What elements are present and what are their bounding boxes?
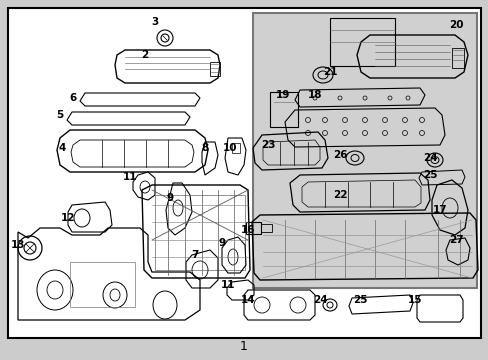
Text: 11: 11 bbox=[122, 172, 137, 182]
Text: 5: 5 bbox=[56, 110, 63, 120]
Bar bbox=[245, 222, 261, 234]
Text: 1: 1 bbox=[240, 341, 247, 354]
Text: 7: 7 bbox=[191, 250, 198, 260]
Text: 18: 18 bbox=[307, 90, 322, 100]
Text: 20: 20 bbox=[448, 20, 462, 30]
Bar bbox=[252, 13, 476, 288]
Text: 17: 17 bbox=[432, 205, 447, 215]
Bar bbox=[70, 262, 135, 307]
Text: 26: 26 bbox=[332, 150, 346, 160]
Text: 12: 12 bbox=[61, 213, 75, 223]
Text: 8: 8 bbox=[201, 143, 208, 153]
Text: 25: 25 bbox=[352, 295, 366, 305]
Bar bbox=[329, 18, 394, 66]
Text: 3: 3 bbox=[151, 17, 158, 27]
Text: 16: 16 bbox=[240, 225, 255, 235]
Text: 14: 14 bbox=[240, 295, 255, 305]
Text: 21: 21 bbox=[322, 67, 337, 77]
Text: 13: 13 bbox=[11, 240, 25, 250]
Text: 10: 10 bbox=[223, 143, 237, 153]
Text: 9: 9 bbox=[166, 193, 173, 203]
Text: 2: 2 bbox=[141, 50, 148, 60]
Text: 9: 9 bbox=[218, 238, 225, 248]
Text: 24: 24 bbox=[312, 295, 326, 305]
Text: 22: 22 bbox=[332, 190, 346, 200]
Text: 19: 19 bbox=[275, 90, 289, 100]
Bar bbox=[451, 48, 463, 68]
Text: 15: 15 bbox=[407, 295, 421, 305]
Text: 6: 6 bbox=[69, 93, 77, 103]
Text: 11: 11 bbox=[220, 280, 235, 290]
Text: 23: 23 bbox=[260, 140, 275, 150]
Text: 27: 27 bbox=[448, 235, 462, 245]
Bar bbox=[231, 143, 240, 153]
Bar bbox=[269, 92, 297, 127]
Text: 4: 4 bbox=[58, 143, 65, 153]
Text: 25: 25 bbox=[422, 170, 436, 180]
Text: 24: 24 bbox=[422, 153, 436, 163]
Bar bbox=[209, 62, 220, 76]
Bar bbox=[155, 195, 244, 270]
